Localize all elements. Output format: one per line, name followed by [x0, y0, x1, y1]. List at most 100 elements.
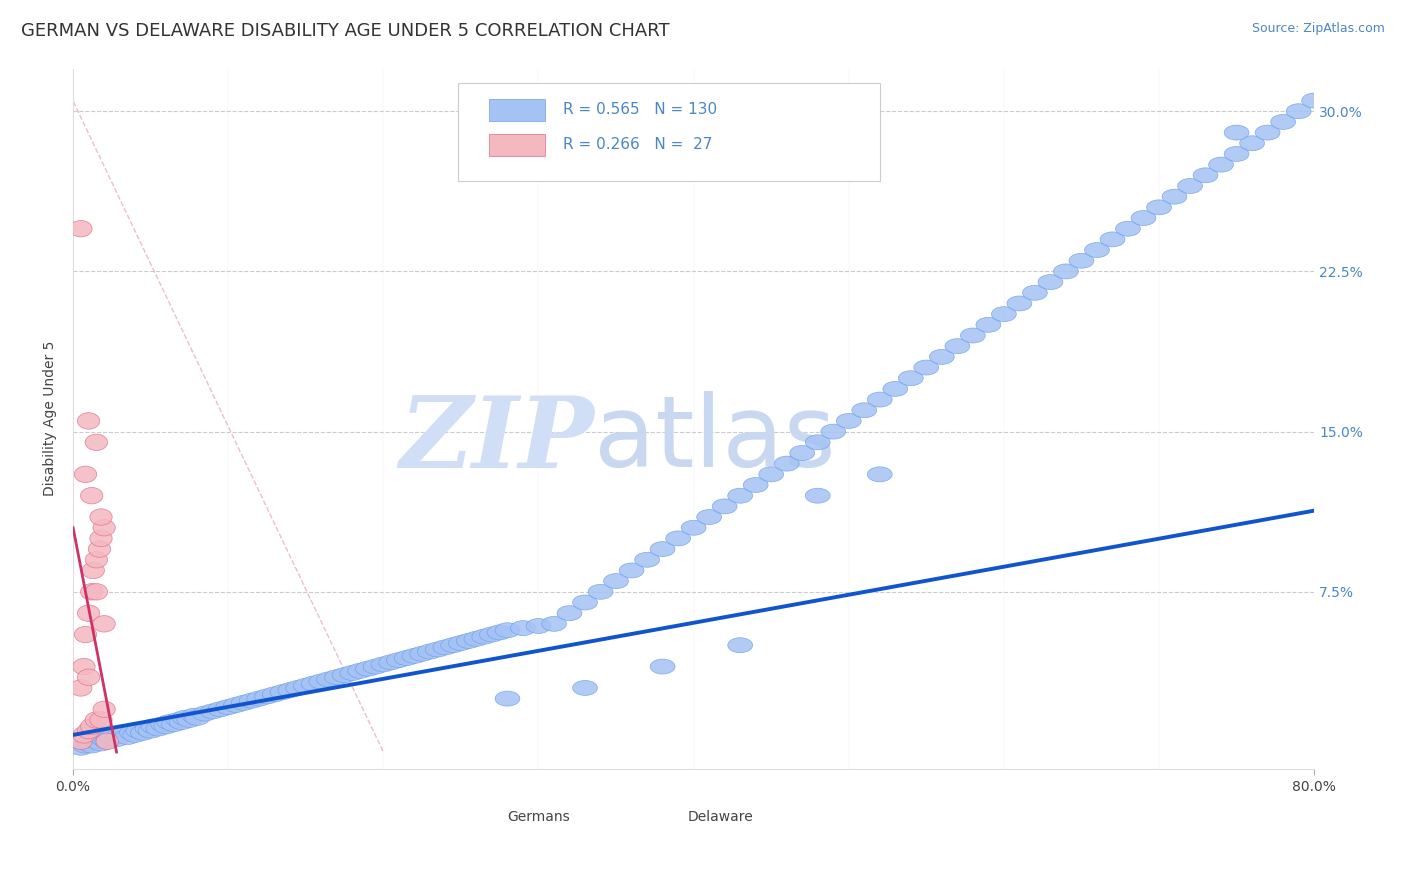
Ellipse shape — [1178, 178, 1202, 194]
Ellipse shape — [89, 541, 111, 558]
Ellipse shape — [263, 687, 287, 702]
Ellipse shape — [80, 487, 103, 504]
Ellipse shape — [945, 339, 970, 353]
Ellipse shape — [1163, 189, 1187, 204]
Ellipse shape — [285, 681, 311, 696]
Ellipse shape — [84, 734, 108, 748]
Text: R = 0.266   N =  27: R = 0.266 N = 27 — [564, 136, 713, 152]
Ellipse shape — [929, 350, 955, 364]
FancyBboxPatch shape — [489, 99, 544, 121]
Ellipse shape — [1240, 136, 1264, 151]
Ellipse shape — [325, 670, 349, 685]
Ellipse shape — [82, 562, 104, 579]
Ellipse shape — [104, 731, 129, 747]
Ellipse shape — [169, 714, 194, 730]
Ellipse shape — [162, 717, 187, 731]
Ellipse shape — [495, 691, 520, 706]
Ellipse shape — [991, 307, 1017, 322]
Ellipse shape — [91, 731, 117, 747]
Ellipse shape — [107, 728, 132, 742]
Ellipse shape — [868, 467, 893, 482]
FancyBboxPatch shape — [446, 806, 495, 829]
Ellipse shape — [572, 595, 598, 610]
Ellipse shape — [449, 636, 474, 650]
Ellipse shape — [157, 714, 181, 730]
Ellipse shape — [363, 659, 388, 674]
Ellipse shape — [93, 615, 115, 632]
Ellipse shape — [115, 730, 139, 745]
Ellipse shape — [1130, 211, 1156, 226]
Ellipse shape — [852, 403, 877, 417]
Ellipse shape — [378, 655, 404, 670]
FancyBboxPatch shape — [489, 134, 544, 156]
Ellipse shape — [301, 676, 326, 691]
Text: ZIP: ZIP — [399, 392, 595, 488]
Ellipse shape — [619, 563, 644, 578]
Ellipse shape — [425, 642, 450, 657]
Ellipse shape — [495, 623, 520, 638]
Ellipse shape — [77, 723, 100, 739]
Ellipse shape — [557, 606, 582, 621]
Ellipse shape — [510, 621, 536, 636]
Ellipse shape — [1302, 93, 1326, 108]
Ellipse shape — [208, 702, 233, 717]
Ellipse shape — [94, 734, 120, 748]
Text: atlas: atlas — [595, 392, 837, 488]
Ellipse shape — [650, 541, 675, 557]
Ellipse shape — [86, 583, 107, 600]
Ellipse shape — [728, 488, 752, 503]
Ellipse shape — [90, 508, 112, 525]
Ellipse shape — [837, 414, 860, 428]
Ellipse shape — [1286, 103, 1310, 119]
Text: Germans: Germans — [508, 811, 571, 824]
Ellipse shape — [247, 691, 271, 706]
Ellipse shape — [821, 424, 845, 439]
Ellipse shape — [488, 625, 512, 640]
Ellipse shape — [96, 733, 118, 749]
Ellipse shape — [526, 618, 551, 633]
Ellipse shape — [960, 328, 986, 343]
Ellipse shape — [86, 712, 107, 728]
Ellipse shape — [76, 736, 101, 751]
Ellipse shape — [316, 672, 342, 687]
Ellipse shape — [224, 698, 249, 713]
Ellipse shape — [418, 644, 443, 659]
Ellipse shape — [1069, 253, 1094, 268]
Ellipse shape — [86, 434, 107, 450]
Ellipse shape — [177, 713, 202, 728]
Ellipse shape — [409, 647, 434, 661]
Ellipse shape — [138, 723, 163, 738]
Ellipse shape — [868, 392, 893, 407]
Ellipse shape — [200, 704, 225, 719]
Ellipse shape — [90, 530, 112, 547]
Ellipse shape — [77, 413, 100, 429]
Ellipse shape — [239, 693, 264, 708]
Ellipse shape — [166, 713, 191, 728]
Ellipse shape — [440, 638, 465, 653]
Ellipse shape — [1225, 125, 1249, 140]
Ellipse shape — [254, 689, 280, 704]
Ellipse shape — [125, 723, 150, 738]
Ellipse shape — [75, 467, 97, 483]
Ellipse shape — [70, 220, 91, 237]
Ellipse shape — [728, 638, 752, 653]
Ellipse shape — [278, 682, 302, 698]
Ellipse shape — [93, 519, 115, 536]
Ellipse shape — [86, 551, 107, 568]
Ellipse shape — [1038, 275, 1063, 290]
Ellipse shape — [775, 456, 799, 471]
Ellipse shape — [90, 712, 112, 728]
Ellipse shape — [541, 616, 567, 632]
Ellipse shape — [100, 730, 124, 745]
Ellipse shape — [294, 678, 318, 693]
Ellipse shape — [93, 701, 115, 717]
Ellipse shape — [572, 681, 598, 696]
Text: R = 0.565   N = 130: R = 0.565 N = 130 — [564, 102, 717, 117]
FancyBboxPatch shape — [458, 83, 880, 180]
Ellipse shape — [70, 680, 91, 696]
Ellipse shape — [1271, 114, 1295, 129]
Ellipse shape — [1053, 264, 1078, 279]
Ellipse shape — [1194, 168, 1218, 183]
Ellipse shape — [1256, 125, 1279, 140]
Ellipse shape — [1007, 296, 1032, 311]
